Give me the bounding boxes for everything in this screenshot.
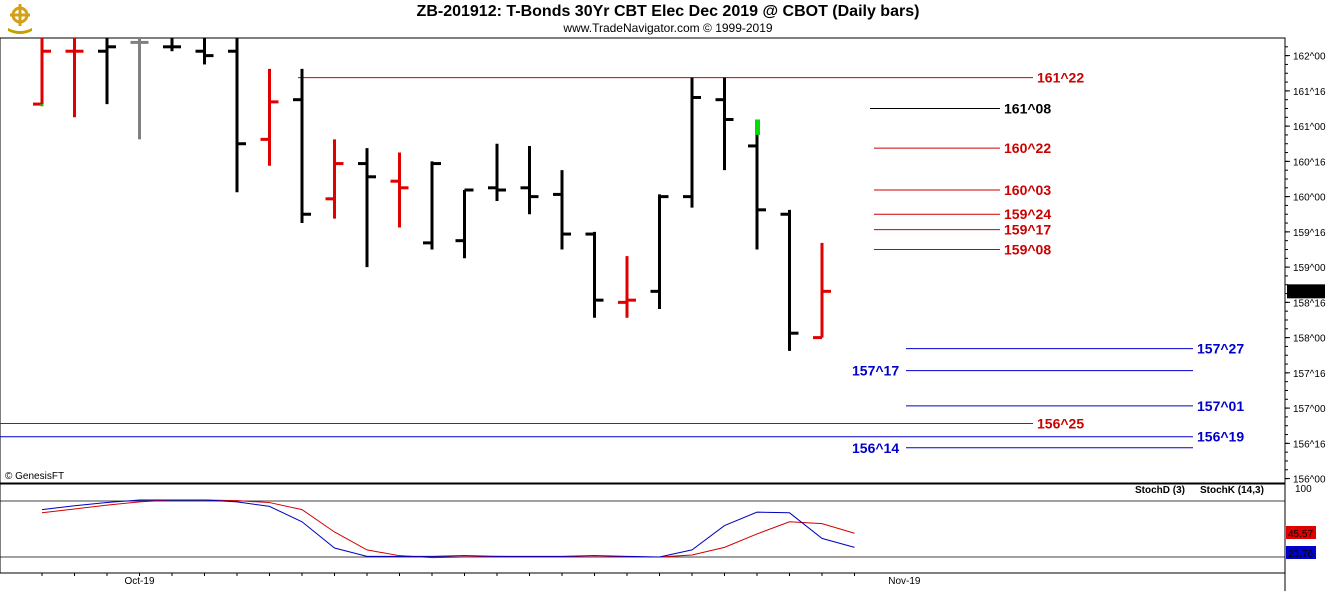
- level-label-160-03: 160^03: [1004, 182, 1051, 198]
- ohlc-bar: [585, 231, 604, 318]
- y-tick-label: 157^00: [1293, 404, 1326, 415]
- y-tick-label: 158^00: [1293, 334, 1326, 345]
- level-label-157-17: 157^17: [852, 363, 899, 379]
- y-tick-label: 161^16: [1293, 87, 1326, 98]
- ohlc-bar: [683, 77, 701, 208]
- stoch-y-tick-label: 100: [1295, 484, 1312, 495]
- chart-header: ZB-201912: T-Bonds 30Yr CBT Elec Dec 201…: [0, 0, 1336, 38]
- stochd-value-box: [1286, 526, 1316, 539]
- ohlc-bar: [358, 148, 376, 268]
- x-tick-label: Oct-19: [125, 576, 155, 587]
- stochk-value-label: 23.76: [1288, 549, 1313, 560]
- y-tick-label: 160^00: [1293, 193, 1326, 204]
- chart-title: ZB-201912: T-Bonds 30Yr CBT Elec Dec 201…: [416, 3, 920, 20]
- last-price-label: 158^21: [1289, 287, 1322, 298]
- stochastic-panel: [0, 483, 1286, 574]
- level-label-161-22: 161^22: [1037, 70, 1084, 86]
- level-label-161-08: 161^08: [1004, 100, 1051, 116]
- last-price-box: [1287, 284, 1325, 299]
- stochd-value-label: 45.57: [1288, 529, 1313, 540]
- stoch-line-k: [41, 499, 855, 558]
- y-tick-label: 158^16: [1293, 298, 1326, 309]
- level-label-156-14: 156^14: [852, 440, 899, 456]
- ohlc-bar: [98, 38, 116, 105]
- level-label-157-27: 157^27: [1197, 341, 1244, 357]
- level-label-159-17: 159^17: [1004, 222, 1051, 238]
- ohlc-bar: [260, 68, 279, 166]
- legend-stochd: StochD (3): [1135, 485, 1185, 496]
- ohlc-bar: [195, 38, 214, 65]
- y-tick-label: 162^00: [1293, 52, 1326, 63]
- level-label-160-22: 160^22: [1004, 140, 1051, 156]
- ohlc-bar: [293, 68, 311, 224]
- ohlc-bar: [325, 139, 344, 219]
- ohlc-bar: [65, 38, 84, 118]
- y-tick-label: 160^16: [1293, 157, 1326, 168]
- ohlc-bar: [228, 38, 246, 193]
- y-tick-label: 156^16: [1293, 439, 1326, 450]
- level-label-156-25: 156^25: [1037, 416, 1084, 432]
- y-tick-label: 159^16: [1293, 228, 1326, 239]
- level-label-157-01: 157^01: [1197, 398, 1244, 414]
- ohlc-bar: [455, 188, 474, 259]
- ohlc-bar: [748, 119, 766, 250]
- stochk-value-box: [1286, 546, 1316, 559]
- ohlc-bar: [553, 170, 571, 250]
- ohlc-bar: [488, 143, 506, 202]
- ohlc-bar: [130, 38, 149, 140]
- y-tick-label: 156^00: [1293, 475, 1326, 486]
- ohlc-bar: [618, 256, 636, 318]
- ohlc-bar: [715, 77, 734, 171]
- ohlc-bar: [813, 242, 831, 340]
- tradenavigator-logo-icon: [4, 2, 36, 34]
- y-tick-label: 159^00: [1293, 263, 1326, 274]
- legend-stochk: StochK (14,3): [1200, 485, 1264, 496]
- x-tick-label: Nov-19: [888, 576, 921, 587]
- copyright-text: © GenesisFT: [5, 471, 64, 482]
- y-tick-label: 161^00: [1293, 122, 1326, 133]
- ohlc-bar: [520, 145, 539, 215]
- ohlc-bar: [650, 194, 669, 309]
- y-tick-label: 157^16: [1293, 369, 1326, 380]
- level-label-156-19: 156^19: [1197, 429, 1244, 445]
- ohlc-bar: [423, 161, 441, 250]
- ohlc-bar: [163, 38, 181, 52]
- level-label-159-24: 159^24: [1004, 206, 1051, 222]
- ohlc-bar: [390, 152, 409, 228]
- level-label-159-08: 159^08: [1004, 241, 1051, 257]
- chart-subtitle: www.TradeNavigator.com © 1999-2019: [563, 21, 773, 35]
- price-panel: [0, 37, 1286, 484]
- ohlc-bar: [780, 209, 799, 351]
